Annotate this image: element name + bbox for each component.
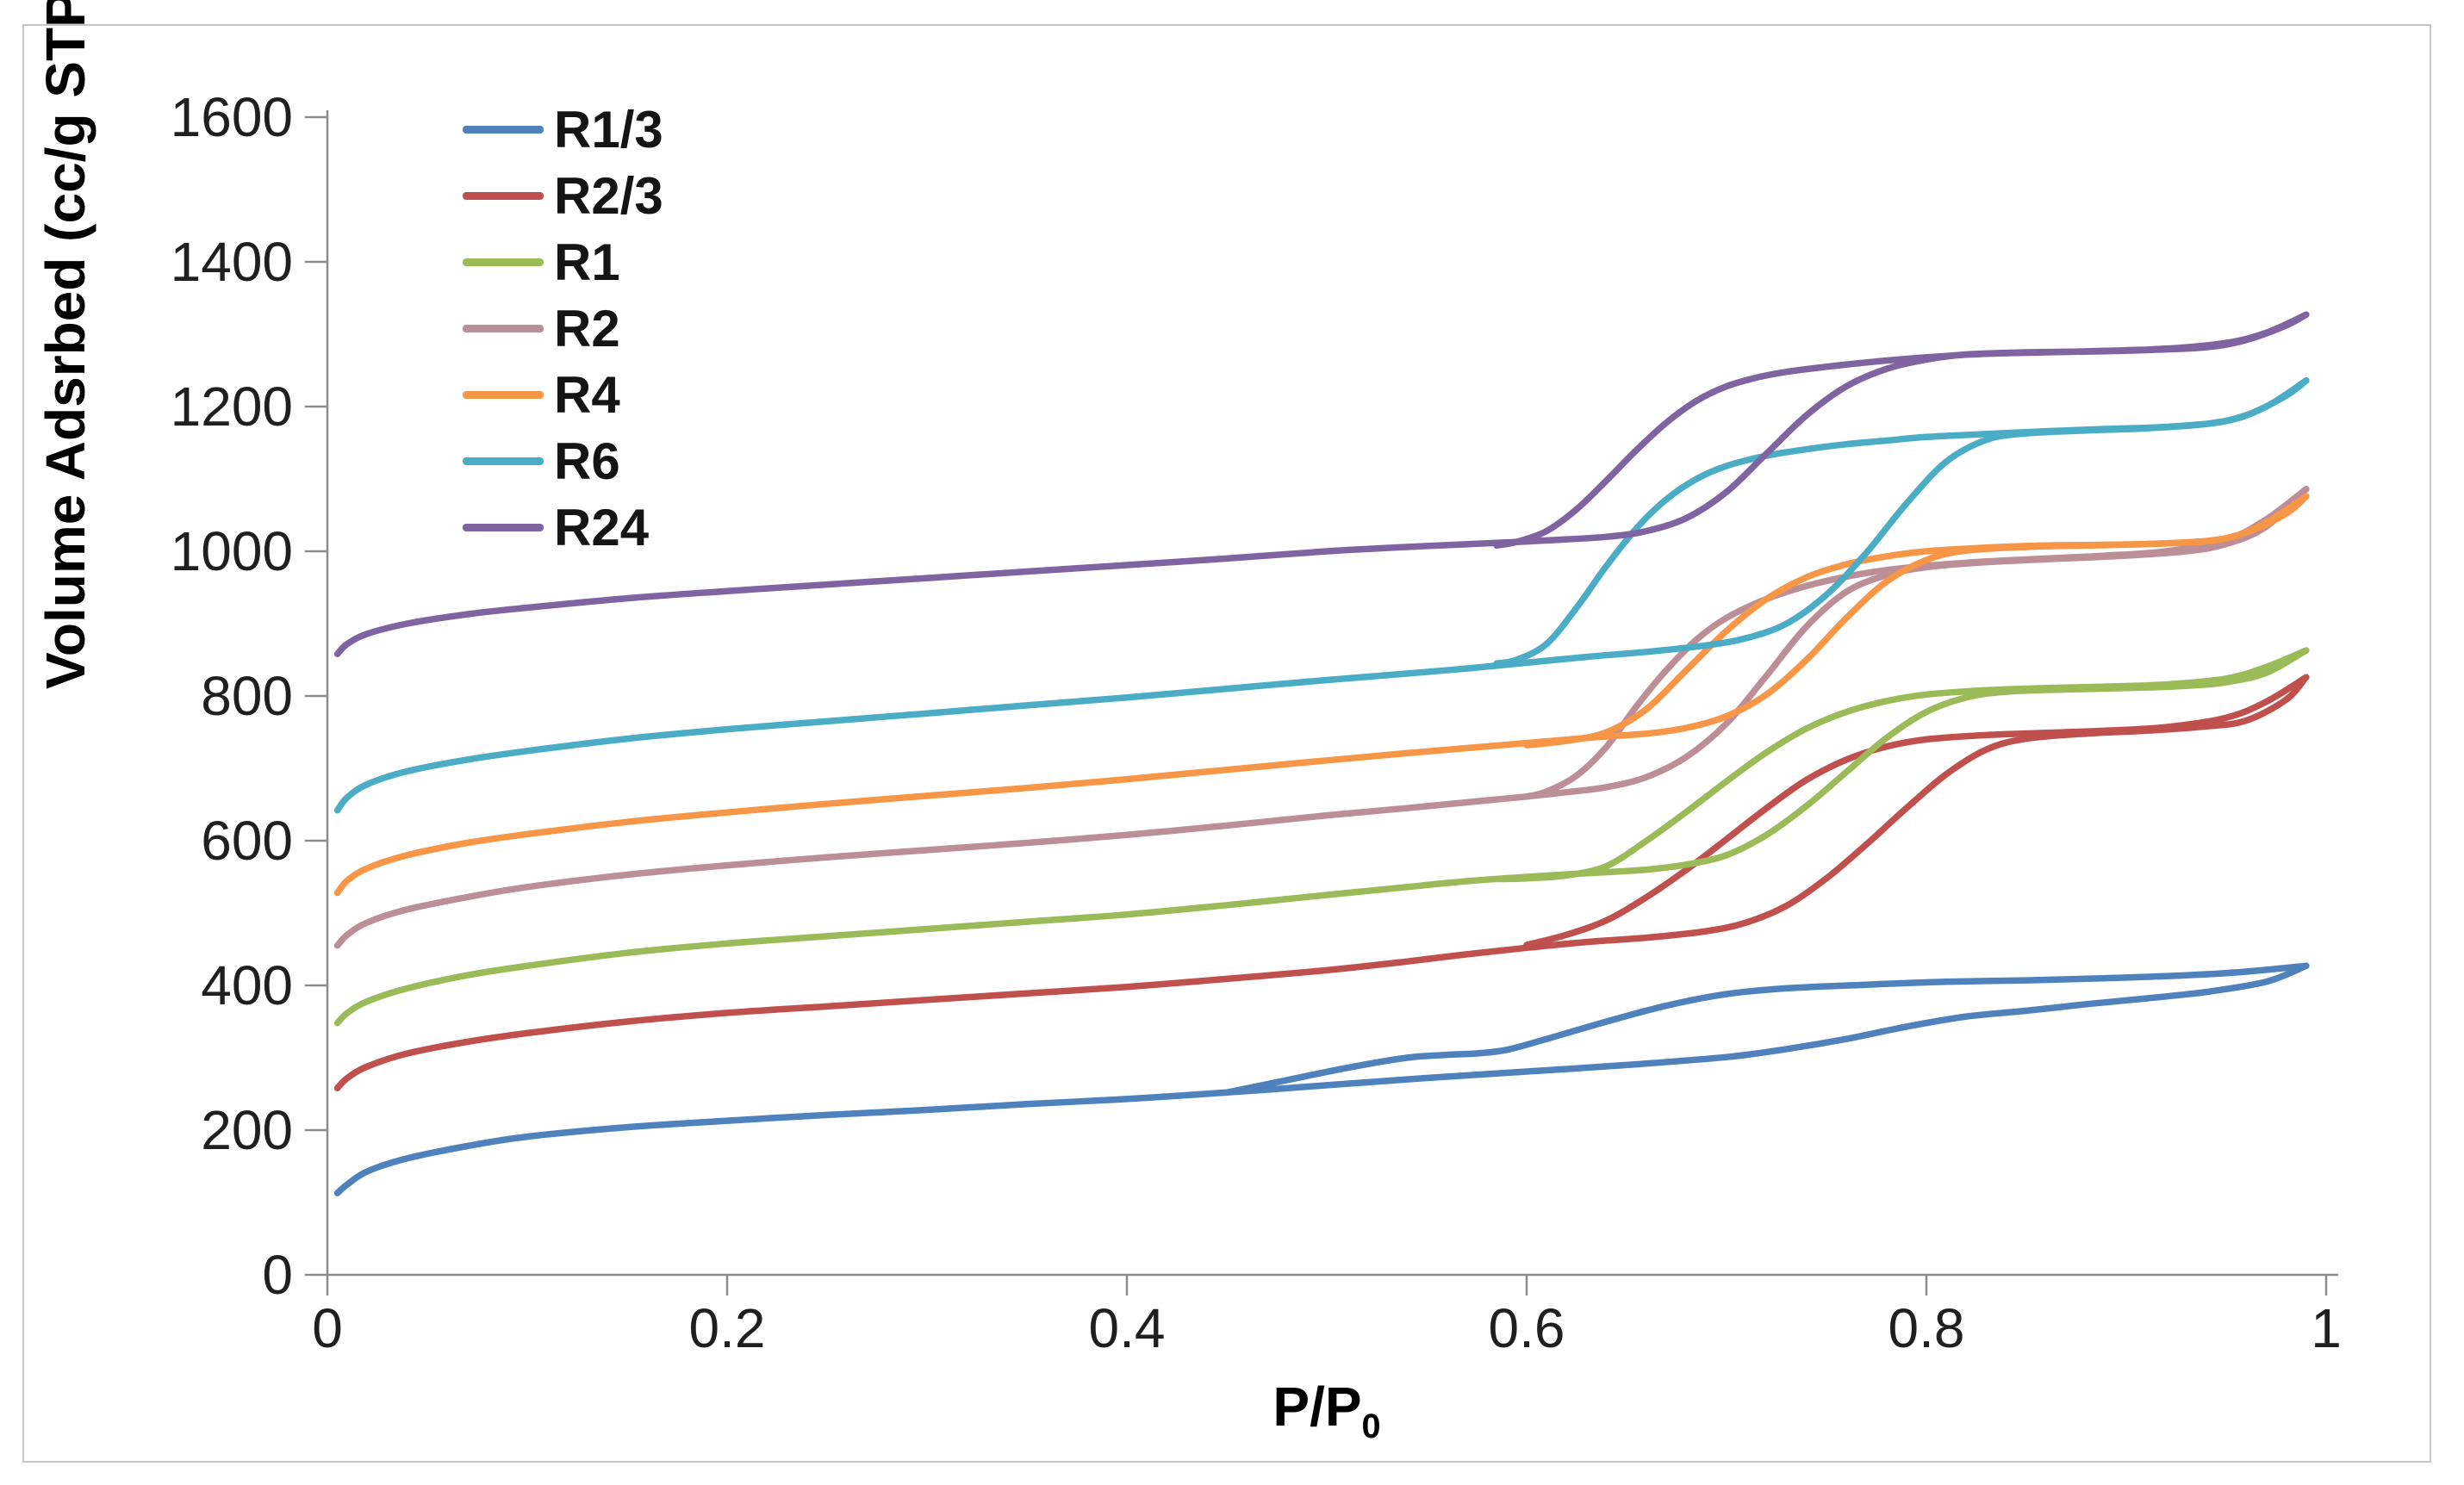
y-tick-label: 1600 xyxy=(171,86,293,148)
series-r1-desorption-line xyxy=(1493,647,2310,883)
legend-swatch-r1-3 xyxy=(463,126,544,134)
y-tick-label: 0 xyxy=(262,1244,293,1306)
y-tick-label: 400 xyxy=(201,954,293,1016)
x-tick-label: 0.4 xyxy=(1089,1297,1166,1359)
x-tick-label: 0.8 xyxy=(1888,1297,1965,1359)
legend-swatch-r1 xyxy=(463,258,544,266)
legend: R1/3 R2/3 R1 R2 R4 R6 R24 xyxy=(463,96,663,561)
series-r2-desorption-line xyxy=(1523,486,2310,800)
legend-swatch-r4 xyxy=(463,391,544,399)
series-r4-desorption-line xyxy=(1523,493,2310,749)
series-r6-desorption-line xyxy=(1493,377,2310,667)
series-r24-desorption-line xyxy=(1493,311,2310,550)
y-tick-label: 1200 xyxy=(171,376,293,438)
legend-label-r2-3: R2/3 xyxy=(554,166,663,225)
x-axis-title: P/P0 xyxy=(327,1375,2326,1446)
y-tick-label: 1000 xyxy=(171,520,293,582)
y-tick-label: 200 xyxy=(201,1099,293,1161)
x-axis-title-subscript: 0 xyxy=(1361,1407,1381,1445)
legend-label-r1: R1 xyxy=(554,233,620,291)
series-r1-3-desorption-line xyxy=(1223,962,2310,1097)
legend-label-r2: R2 xyxy=(554,299,620,357)
legend-item-r2-3: R2/3 xyxy=(463,163,663,229)
series-r1-adsorption-line xyxy=(333,647,2310,1027)
x-tick-label: 0.6 xyxy=(1489,1297,1565,1359)
legend-label-r4: R4 xyxy=(554,365,620,424)
y-tick-label: 600 xyxy=(201,810,293,872)
legend-label-r1-3: R1/3 xyxy=(554,100,663,158)
legend-swatch-r2 xyxy=(463,325,544,332)
legend-swatch-r2-3 xyxy=(463,192,544,200)
legend-label-r24: R24 xyxy=(554,498,650,556)
series-r1-3-adsorption-line xyxy=(333,962,2310,1196)
legend-item-r1: R1 xyxy=(463,229,663,295)
legend-item-r1-3: R1/3 xyxy=(463,96,663,163)
legend-item-r6: R6 xyxy=(463,428,663,494)
x-axis-title-text: P/P xyxy=(1272,1376,1362,1438)
legend-swatch-r24 xyxy=(463,524,544,531)
y-tick-label: 800 xyxy=(201,665,293,727)
chart-frame xyxy=(22,24,2431,1463)
y-tick-label: 1400 xyxy=(171,231,293,293)
x-tick-label: 0 xyxy=(312,1297,343,1359)
series-r2-3-desorption-line xyxy=(1523,674,2310,948)
series-r2-3-adsorption-line xyxy=(333,674,2310,1092)
legend-item-r24: R24 xyxy=(463,494,663,561)
legend-item-r2: R2 xyxy=(463,295,663,362)
legend-swatch-r6 xyxy=(463,457,544,465)
legend-label-r6: R6 xyxy=(554,432,620,490)
x-tick-label: 0.2 xyxy=(689,1297,766,1359)
x-tick-label: 1 xyxy=(2311,1297,2342,1359)
legend-item-r4: R4 xyxy=(463,362,663,428)
